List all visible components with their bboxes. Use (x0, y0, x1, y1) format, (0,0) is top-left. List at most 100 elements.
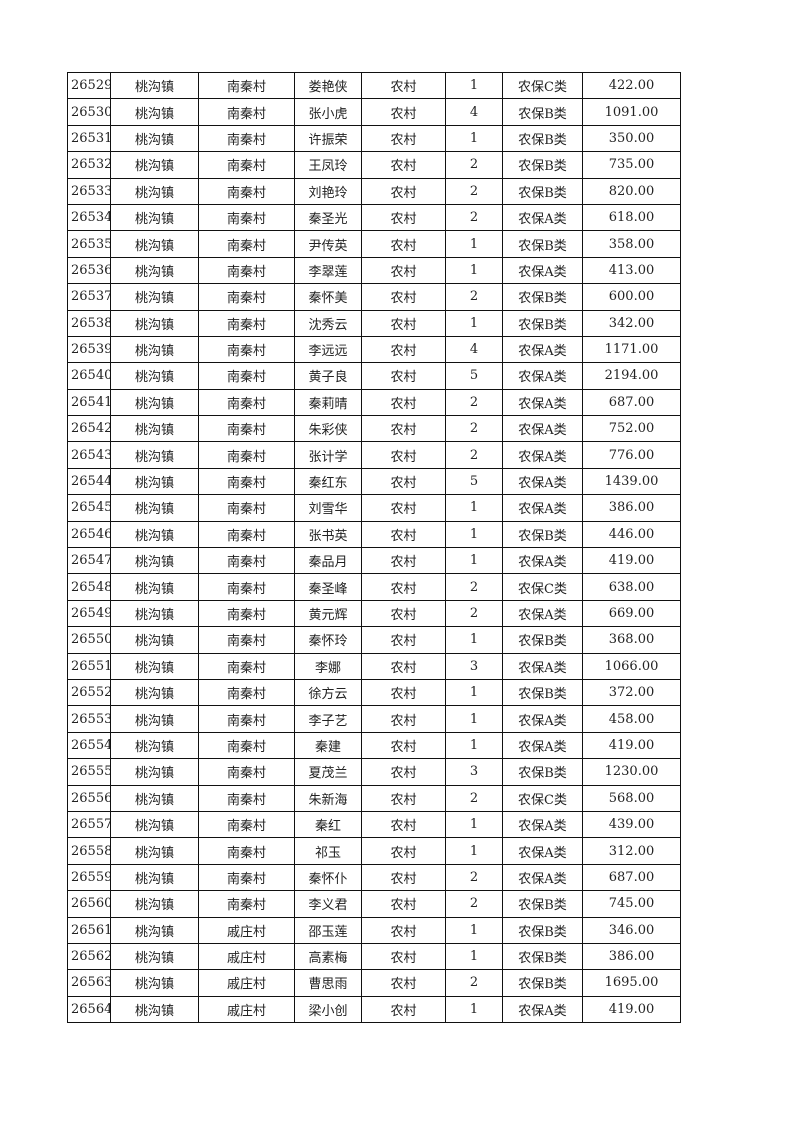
table-row: 26564 桃沟镇 戚庄村 梁小创 农村 1 农保A类 419.00 (67, 995, 681, 1024)
name-cell: 王凤玲 (294, 151, 362, 179)
category-cell: 农保A类 (502, 415, 583, 443)
village-cell: 南秦村 (198, 388, 295, 417)
count-cell: 1 (445, 494, 503, 522)
type-cell: 农村 (361, 283, 446, 311)
category-cell: 农保A类 (502, 705, 583, 733)
count-cell: 2 (445, 283, 503, 311)
type-cell: 农村 (361, 230, 446, 258)
name-cell: 李翠莲 (294, 256, 362, 285)
town-cell: 桃沟镇 (110, 203, 199, 232)
village-cell: 南秦村 (198, 626, 295, 654)
town-cell: 桃沟镇 (110, 177, 199, 205)
table-row: 26563 桃沟镇 戚庄村 曹思雨 农村 2 农保B类 1695.00 (67, 969, 681, 997)
id-cell: 26553 (67, 705, 111, 733)
category-cell: 农保A类 (502, 995, 583, 1024)
type-cell: 农村 (361, 520, 446, 549)
amount-cell: 735.00 (582, 151, 681, 179)
category-cell: 农保A类 (502, 256, 583, 285)
count-cell: 2 (445, 151, 503, 179)
name-cell: 秦怀美 (294, 283, 362, 311)
id-cell: 26548 (67, 573, 111, 601)
count-cell: 1 (445, 520, 503, 549)
name-cell: 梁小创 (294, 995, 362, 1024)
town-cell: 桃沟镇 (110, 283, 199, 311)
table-row: 26550 桃沟镇 南秦村 秦怀玲 农村 1 农保B类 368.00 (67, 626, 681, 654)
town-cell: 桃沟镇 (110, 520, 199, 549)
id-cell: 26540 (67, 362, 111, 390)
village-cell: 南秦村 (198, 837, 295, 865)
town-cell: 桃沟镇 (110, 837, 199, 865)
id-cell: 26533 (67, 177, 111, 205)
type-cell: 农村 (361, 890, 446, 918)
count-cell: 4 (445, 335, 503, 364)
town-cell: 桃沟镇 (110, 678, 199, 707)
town-cell: 桃沟镇 (110, 230, 199, 258)
amount-cell: 413.00 (582, 256, 681, 285)
table-row: 26532 桃沟镇 南秦村 王凤玲 农村 2 农保B类 735.00 (67, 151, 681, 179)
count-cell: 1 (445, 916, 503, 944)
table-row: 26539 桃沟镇 南秦村 李远远 农村 4 农保A类 1171.00 (67, 335, 681, 364)
category-cell: 农保B类 (502, 969, 583, 997)
amount-cell: 358.00 (582, 230, 681, 258)
type-cell: 农村 (361, 599, 446, 628)
table-body: 26529 桃沟镇 南秦村 娄艳侠 农村 1 农保C类 422.00 26530 桃沟镇 南秦村 张小… (67, 71, 681, 1024)
type-cell: 农村 (361, 71, 446, 100)
category-cell: 农保B类 (502, 916, 583, 944)
village-cell: 南秦村 (198, 705, 295, 733)
category-cell: 农保B类 (502, 890, 583, 918)
id-cell: 26544 (67, 467, 111, 496)
town-cell: 桃沟镇 (110, 995, 199, 1024)
town-cell: 桃沟镇 (110, 758, 199, 786)
category-cell: 农保B类 (502, 678, 583, 707)
town-cell: 桃沟镇 (110, 942, 199, 971)
table-row: 26557 桃沟镇 南秦村 秦红 农村 1 农保A类 439.00 (67, 810, 681, 839)
id-cell: 26535 (67, 230, 111, 258)
town-cell: 桃沟镇 (110, 969, 199, 997)
name-cell: 秦莉晴 (294, 388, 362, 417)
table-row: 26555 桃沟镇 南秦村 夏茂兰 农村 3 农保B类 1230.00 (67, 758, 681, 786)
town-cell: 桃沟镇 (110, 863, 199, 892)
id-cell: 26552 (67, 678, 111, 707)
name-cell: 秦红 (294, 810, 362, 839)
count-cell: 1 (445, 230, 503, 258)
type-cell: 农村 (361, 256, 446, 285)
count-cell: 2 (445, 573, 503, 601)
id-cell: 26532 (67, 151, 111, 179)
table-row: 26538 桃沟镇 南秦村 沈秀云 农村 1 农保B类 342.00 (67, 309, 681, 337)
amount-cell: 419.00 (582, 995, 681, 1024)
category-cell: 农保A类 (502, 837, 583, 865)
id-cell: 26546 (67, 520, 111, 549)
town-cell: 桃沟镇 (110, 335, 199, 364)
type-cell: 农村 (361, 705, 446, 733)
table-row: 26546 桃沟镇 南秦村 张书英 农村 1 农保B类 446.00 (67, 520, 681, 549)
count-cell: 2 (445, 784, 503, 812)
type-cell: 农村 (361, 441, 446, 469)
amount-cell: 568.00 (582, 784, 681, 812)
town-cell: 桃沟镇 (110, 124, 199, 153)
town-cell: 桃沟镇 (110, 652, 199, 680)
town-cell: 桃沟镇 (110, 415, 199, 443)
amount-cell: 419.00 (582, 731, 681, 760)
count-cell: 1 (445, 705, 503, 733)
count-cell: 2 (445, 599, 503, 628)
category-cell: 农保A类 (502, 547, 583, 575)
id-cell: 26531 (67, 124, 111, 153)
type-cell: 农村 (361, 995, 446, 1024)
id-cell: 26564 (67, 995, 111, 1024)
category-cell: 农保A类 (502, 731, 583, 760)
table-row: 26545 桃沟镇 南秦村 刘雪华 农村 1 农保A类 386.00 (67, 494, 681, 522)
town-cell: 桃沟镇 (110, 494, 199, 522)
table-row: 26537 桃沟镇 南秦村 秦怀美 农村 2 农保B类 600.00 (67, 283, 681, 311)
type-cell: 农村 (361, 652, 446, 680)
count-cell: 2 (445, 863, 503, 892)
town-cell: 桃沟镇 (110, 547, 199, 575)
table-row: 26552 桃沟镇 南秦村 徐方云 农村 1 农保B类 372.00 (67, 678, 681, 707)
table-row: 26549 桃沟镇 南秦村 黄元辉 农村 2 农保A类 669.00 (67, 599, 681, 628)
town-cell: 桃沟镇 (110, 98, 199, 126)
category-cell: 农保A类 (502, 388, 583, 417)
name-cell: 朱新海 (294, 784, 362, 812)
town-cell: 桃沟镇 (110, 441, 199, 469)
id-cell: 26545 (67, 494, 111, 522)
amount-cell: 638.00 (582, 573, 681, 601)
count-cell: 2 (445, 388, 503, 417)
